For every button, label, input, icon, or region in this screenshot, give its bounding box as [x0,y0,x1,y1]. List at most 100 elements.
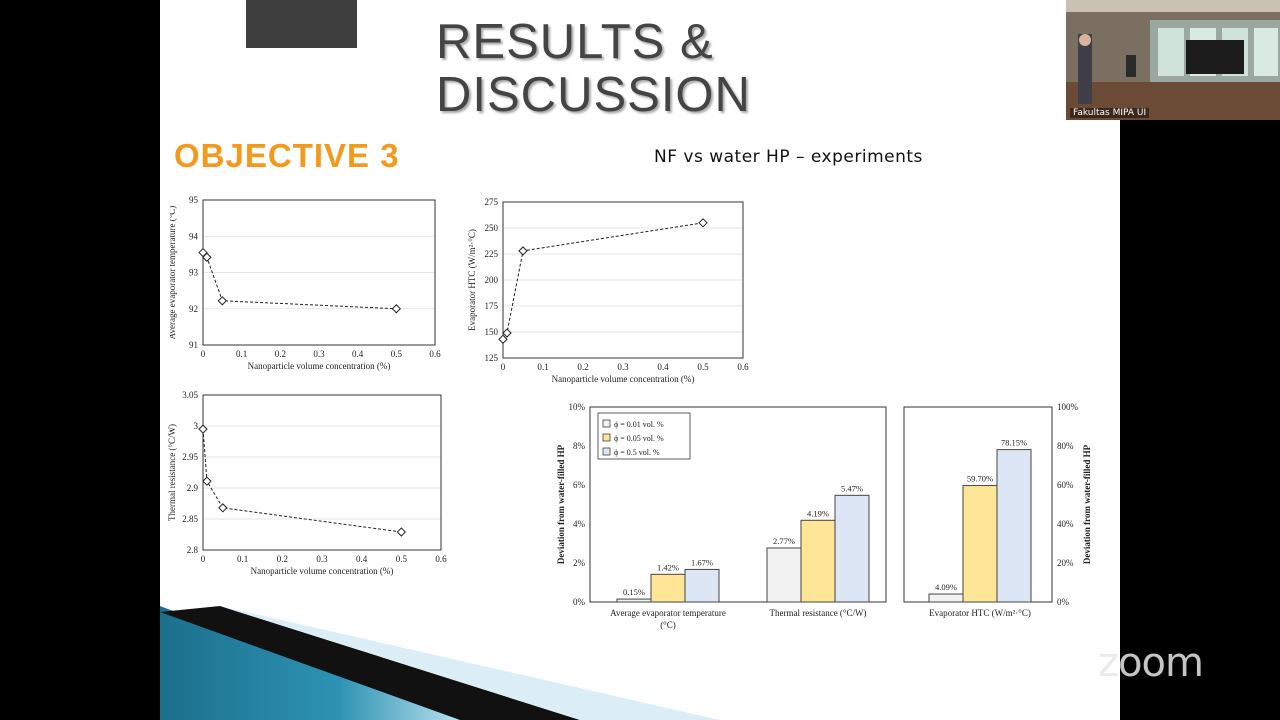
bar-data-label: 1.67% [691,557,713,567]
legend-entry: ϕ = 0.01 vol. % [614,420,664,429]
y-tick-label-left: 0% [573,597,586,607]
series-line [202,429,402,533]
y-tick-label: 3 [194,421,199,431]
x-tick-label: 0.2 [275,349,286,359]
data-point [218,503,228,513]
bar-data-label: 2.77% [773,536,795,546]
plot-frame [202,199,436,346]
x-tick-label: 0.5 [697,362,709,372]
webcam-participant-name: Fakultas MIPA UI [1070,108,1150,118]
bar-data-label: 5.47% [841,483,863,493]
y-tick-label: 175 [485,301,499,311]
x-tick-label: 0 [501,362,506,372]
x-tick-label: 0.6 [737,362,749,372]
y-tick-label: 200 [485,275,499,285]
y-tick-label: 3.05 [182,390,198,400]
chart-evaporator-htc: 125 150 175 200 225 250 275 0 0.1 0.2 0.3 0.4 0.5 0.6… [460,190,760,390]
legend-entry: ϕ = 0.5 vol. % [614,448,660,457]
y-tick-label: 225 [485,249,499,259]
group-label-line2: (°C) [660,620,676,630]
slide-title-line1: RESULTS & [436,15,714,69]
x-tick-label: 0.1 [236,349,247,359]
y-tick-label: 2.95 [182,452,198,462]
data-point [698,218,708,228]
y-tick-label: 2.9 [187,483,199,493]
bar [834,494,870,603]
bar-data-label: 59.70% [967,474,993,484]
legend-swatch [602,447,611,456]
bar-data-label: 0.15% [623,587,645,597]
y-tick-label-left: 2% [573,558,586,568]
x-tick-label: 0.4 [657,362,669,372]
x-tick-label: 0.3 [316,554,328,564]
y-tick-label-left: 6% [573,480,586,490]
bar [650,573,686,603]
bar [928,593,964,603]
legend-box [597,412,691,460]
y-tick-label: 92 [189,304,198,314]
bar [616,598,652,603]
y-axis-label: Average evaporator temperature (°C) [170,206,177,340]
y-axis-label-right: Deviation from water-filled HP [1082,444,1092,564]
y-axis-label: Thermal resistance (°C/W) [167,424,177,521]
group-label: Evaporator HTC (W/m²·°C) [929,608,1031,618]
presentation-slide: RESULTS & DISCUSSION OBJECTIVE 3 NF vs w… [160,0,1120,720]
x-tick-label: 0 [201,349,206,359]
data-point [202,476,212,486]
y-tick-label: 94 [189,231,199,241]
x-tick-label: 0.4 [356,554,368,564]
x-tick-label: 0 [201,554,206,564]
slide-title: RESULTS & DISCUSSION [436,16,751,122]
x-tick-label: 0.5 [391,349,403,359]
y-tick-label: 2.8 [187,545,199,555]
webcam-scene [1066,0,1280,120]
chart-evaporator-temperature: 91 92 93 94 95 0 0.1 0.2 0.3 0.4 0.5 0.6 Nanoparticl… [170,190,460,380]
data-point [502,328,512,338]
chart-deviation-bar: 0% 2% 4% 6% 8% 10% 0% 20% 40% 60% 80% 100% Deviation… [550,395,1110,640]
bar [962,485,998,603]
group-label: Average evaporator temperature [610,608,726,618]
objective-heading: OBJECTIVE 3 [174,137,400,174]
bar-data-label: 4.19% [807,508,829,518]
data-point [391,304,402,314]
y-tick-label-right: 60% [1057,480,1074,490]
y-tick-label: 150 [485,327,499,337]
slide-footer-decoration [160,606,720,720]
x-tick-label: 0.6 [429,349,441,359]
y-tick-label-left: 8% [573,441,586,451]
zoom-watermark-logo: zoom [1098,640,1204,686]
data-point [396,527,407,537]
y-tick-label: 250 [485,223,499,233]
x-tick-label: 0.4 [352,349,364,359]
plot-frame [202,394,442,551]
bar-data-label: 1.42% [657,562,679,572]
plot-frame-left [589,406,887,603]
y-tick-label-right: 100% [1057,402,1079,412]
legend-swatch [602,433,611,442]
bar-data-label: 78.15% [1001,438,1027,448]
data-point [498,334,508,344]
y-tick-label-right: 0% [1057,597,1070,607]
chart-thermal-resistance: 2.8 2.85 2.9 2.95 3 3.05 0 0.1 0.2 0.3 0.4 0.5 0.6 Na… [160,385,460,585]
x-tick-label: 0.2 [277,554,288,564]
x-axis-label: Nanoparticle volume concentration (%) [251,566,394,576]
legend-entry: ϕ = 0.05 vol. % [614,434,664,443]
y-tick-label-left: 10% [569,402,586,412]
bar [684,568,720,603]
legend-swatch [602,419,611,428]
webcam-video-tile[interactable]: Fakultas MIPA UI [1066,0,1280,120]
bar [800,519,836,603]
y-tick-label: 2.85 [182,514,198,524]
y-tick-label: 93 [189,268,199,278]
y-tick-label: 275 [485,197,499,207]
series-line [502,222,704,340]
y-axis-label-left: Deviation from water-filled HP [556,444,566,564]
y-tick-label-right: 20% [1057,558,1074,568]
series-line [202,252,397,310]
slide-subtitle: NF vs water HP – experiments [654,147,923,167]
y-tick-label-right: 40% [1057,519,1074,529]
x-tick-label: 0.5 [396,554,408,564]
group-label: Thermal resistance (°C/W) [769,608,866,618]
data-point [198,424,208,434]
